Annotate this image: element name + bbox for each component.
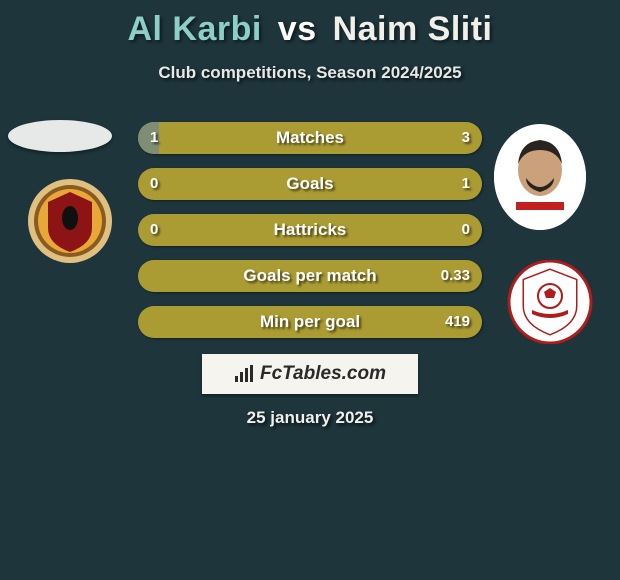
comparison-card: Al Karbi vs Naim Sliti Club competitions… (0, 0, 620, 580)
stat-label: Matches (138, 122, 482, 154)
stat-value-right: 3 (462, 122, 470, 154)
stat-value-right: 0 (462, 214, 470, 246)
title-player2: Naim Sliti (333, 10, 493, 48)
page-title: Al Karbi vs Naim Sliti (0, 0, 620, 49)
stat-label: Goals (138, 168, 482, 200)
stats-list: 1 Matches 3 0 Goals 1 0 Hattricks 0 Goal… (138, 122, 482, 352)
brand-text: FcTables.com (260, 363, 386, 385)
stat-row-goals-per-match: Goals per match 0.33 (138, 260, 482, 292)
player2-shirt-trim (516, 202, 564, 210)
title-player1: Al Karbi (127, 10, 261, 48)
stat-value-right: 419 (445, 306, 470, 338)
player1-avatar-placeholder (8, 120, 112, 152)
stat-label: Hattricks (138, 214, 482, 246)
stat-label: Min per goal (138, 306, 482, 338)
stat-row-matches: 1 Matches 3 (138, 122, 482, 154)
stat-value-right: 1 (462, 168, 470, 200)
snapshot-date: 25 january 2025 (0, 408, 620, 428)
player2-club-badge (498, 260, 602, 344)
stat-value-right: 0.33 (441, 260, 470, 292)
stat-row-hattricks: 0 Hattricks 0 (138, 214, 482, 246)
player2-avatar (494, 124, 586, 230)
stat-row-goals: 0 Goals 1 (138, 168, 482, 200)
stat-label: Goals per match (138, 260, 482, 292)
chart-icon (234, 365, 254, 383)
subtitle: Club competitions, Season 2024/2025 (0, 63, 620, 83)
player1-club-badge (20, 178, 120, 264)
brand-box: FcTables.com (202, 354, 418, 394)
stat-row-min-per-goal: Min per goal 419 (138, 306, 482, 338)
club1-accent (62, 206, 78, 230)
title-vs: vs (278, 10, 317, 48)
